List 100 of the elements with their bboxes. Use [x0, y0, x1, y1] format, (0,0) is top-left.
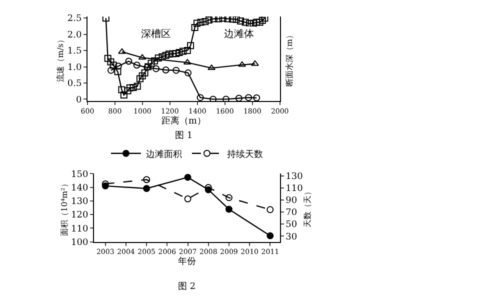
point — [225, 194, 232, 202]
annotation: 深槽区 — [141, 28, 171, 40]
y-tick-label: 120 — [71, 210, 89, 221]
point — [215, 16, 222, 22]
point — [102, 16, 110, 22]
y-tick-label: 140 — [71, 183, 89, 194]
point — [141, 69, 148, 76]
y-axis-title: 面积（10⁴m²） — [60, 180, 69, 236]
annotation: 边滩体 — [224, 28, 254, 40]
point — [136, 75, 144, 82]
point — [125, 58, 132, 65]
point — [130, 84, 137, 92]
legend-label: 持续天数 — [226, 148, 263, 160]
y-tick-label: 100 — [71, 238, 89, 248]
point — [253, 94, 260, 102]
point — [210, 96, 217, 102]
point — [169, 50, 176, 58]
point — [114, 62, 122, 70]
point — [183, 59, 192, 65]
y-tick-label: 2.0 — [67, 30, 82, 40]
point — [104, 54, 112, 62]
y-tick-label: 130 — [71, 197, 89, 208]
point — [232, 16, 240, 23]
y-tick-label: 150 — [71, 170, 89, 180]
point — [224, 16, 232, 22]
y-tick-label: 1.5 — [67, 46, 82, 57]
point — [148, 60, 155, 67]
y2-axis-title: 断面水深（m） — [284, 31, 294, 87]
caption: 图 1 — [175, 131, 193, 141]
point — [238, 61, 246, 67]
point — [184, 69, 192, 76]
y2-tick-label: 130 — [286, 172, 304, 182]
y2-tick-label: 110 — [286, 184, 304, 194]
y-axis-title: 流速（m/s） — [56, 36, 66, 82]
point — [134, 82, 141, 90]
point — [118, 86, 126, 94]
point — [193, 20, 200, 27]
point — [261, 16, 268, 22]
point — [219, 16, 226, 22]
point — [202, 18, 209, 26]
point — [143, 176, 150, 184]
point — [256, 18, 264, 26]
point — [124, 87, 132, 94]
y-tick-label: 2.5 — [67, 14, 82, 24]
point — [172, 66, 180, 74]
point — [158, 53, 166, 60]
point — [251, 60, 259, 66]
point — [210, 16, 218, 22]
point — [250, 20, 257, 27]
point — [162, 66, 170, 74]
point — [184, 174, 192, 181]
point — [237, 18, 244, 25]
point — [162, 52, 170, 59]
point — [138, 72, 146, 80]
point — [172, 50, 180, 57]
y2-tick-label: 70 — [286, 208, 298, 218]
point — [266, 206, 274, 214]
y-tick-label: 0 — [76, 95, 82, 106]
x-axis-title: 年份 — [178, 256, 196, 268]
point — [107, 66, 114, 74]
point — [120, 91, 128, 98]
point — [222, 96, 230, 102]
point — [208, 64, 216, 70]
point — [180, 48, 187, 55]
point — [246, 20, 253, 28]
point — [184, 195, 192, 202]
y-tick-label: 110 — [71, 224, 89, 234]
y-tick-label: 1.0 — [67, 62, 82, 73]
point — [191, 24, 198, 31]
y2-tick-label: 30 — [286, 232, 298, 242]
point — [176, 48, 183, 56]
point — [165, 50, 172, 58]
point — [196, 94, 204, 102]
point — [258, 16, 266, 24]
point — [228, 16, 236, 23]
caption: 图 2 — [178, 282, 196, 292]
point — [154, 54, 162, 62]
point — [126, 84, 134, 92]
point — [187, 42, 194, 50]
point — [253, 18, 260, 26]
point — [143, 185, 150, 192]
y2-axis-title: 天数（天） — [303, 188, 312, 228]
point — [266, 232, 274, 240]
point — [151, 57, 158, 64]
y2-tick-label: 50 — [286, 220, 298, 230]
point — [235, 94, 242, 102]
point — [133, 62, 140, 69]
point — [245, 94, 252, 102]
point — [225, 206, 232, 213]
point — [205, 16, 212, 24]
point — [197, 18, 204, 26]
y-tick-label: 0.5 — [67, 79, 82, 90]
x-axis-title: 距离（m） — [161, 116, 206, 127]
point — [184, 47, 191, 54]
y2-tick-label: 90 — [286, 196, 298, 206]
point — [107, 58, 114, 66]
point — [242, 18, 249, 26]
point — [138, 54, 146, 60]
point — [118, 48, 126, 54]
point — [152, 65, 160, 72]
